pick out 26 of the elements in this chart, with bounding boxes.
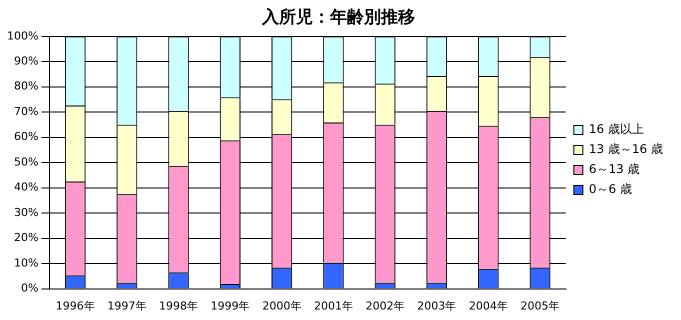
y-tick-label: 70% (14, 104, 38, 118)
x-tick-label: 1996年 (56, 299, 95, 312)
y-tick-label: 0% (20, 282, 38, 295)
x-tick-label: 2001年 (314, 299, 353, 312)
y-tick-label: 50% (14, 155, 38, 168)
x-tick-label: 2004年 (468, 299, 508, 312)
legend-label: 6～13 歳 (588, 162, 640, 176)
x-tick-label: 2003年 (417, 299, 456, 312)
y-tick-label: 30% (14, 206, 38, 219)
legend-label: 0～6 歳 (588, 182, 632, 196)
chart-title: 入所児：年齢別推移 (261, 8, 415, 28)
y-tick-label: 100% (6, 29, 38, 42)
x-tick-label: 1999年 (210, 299, 250, 312)
x-tick-label: 1997年 (107, 299, 146, 312)
y-tick-label: 10% (14, 256, 38, 270)
x-tick-label: 2002年 (366, 299, 405, 312)
x-tick-label: 2000年 (262, 299, 302, 312)
y-tick-label: 60% (14, 130, 38, 144)
y-tick-label: 40% (14, 180, 38, 194)
legend-label: 13 歳～16 歳 (588, 142, 664, 156)
y-tick-label: 80% (14, 80, 38, 93)
y-tick-label: 20% (14, 231, 38, 244)
x-tick-label: 2005年 (520, 299, 560, 312)
x-tick-label: 1998年 (159, 299, 198, 312)
legend-label: 16 歳以上 (588, 122, 644, 136)
y-tick-label: 90% (14, 54, 38, 68)
